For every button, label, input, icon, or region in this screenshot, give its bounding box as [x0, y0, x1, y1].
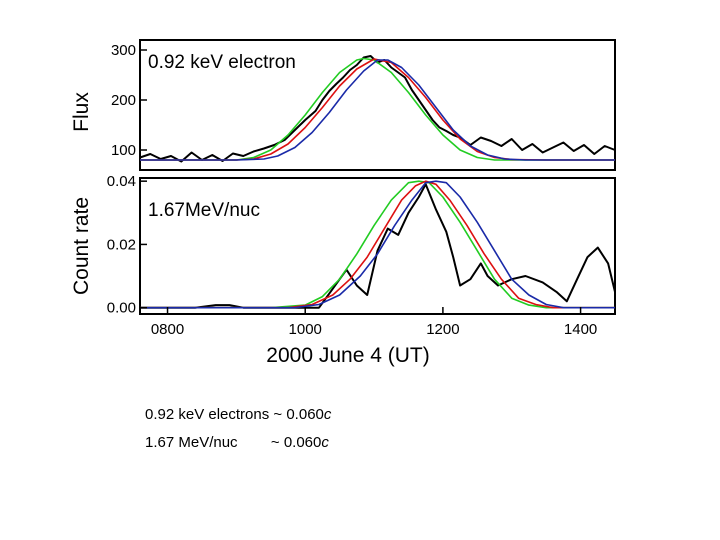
time-x-axis-title: 2000 June 4 (UT): [266, 344, 429, 367]
count-rate-panel-frame: [139, 177, 616, 315]
caption-electrons-unit: c: [323, 406, 332, 423]
y-tick-label: 100: [111, 142, 136, 159]
x-tick-label: 1400: [564, 321, 597, 338]
x-tick-label: 1200: [426, 321, 459, 338]
series-line-model-blue: [140, 59, 615, 161]
caption-electrons-text: 0.92 keV electrons ~ 0.060: [145, 406, 324, 423]
flux-panel: 100 200 300 0.92 keV electron Flux: [70, 39, 616, 171]
count-rate-y-axis-title: Count rate: [70, 197, 93, 295]
count-rate-series-group: [140, 180, 616, 309]
y-tick-label: 0.00: [107, 300, 136, 317]
y-tick-label: 200: [111, 92, 136, 109]
y-tick-label: 300: [111, 42, 136, 59]
time-x-axis: 0800 1000 1200 1400: [151, 307, 597, 338]
series-line-model-green: [140, 57, 615, 161]
flux-series-group: [139, 55, 616, 163]
caption-line-electrons: 0.92 keV electrons ~ 0.060c: [145, 406, 331, 423]
x-tick-label: 0800: [151, 321, 184, 338]
flux-y-axis: 100 200 300: [111, 42, 147, 159]
count-rate-panel: 0.00 0.02 0.04 0800 1000 1200 1400 1.67MeV/nu…: [70, 173, 616, 367]
y-tick-label: 0.04: [107, 173, 136, 190]
x-tick-label: 1000: [289, 321, 322, 338]
y-tick-label: 0.02: [107, 236, 136, 253]
count-rate-panel-label: 1.67MeV/nuc: [148, 200, 260, 221]
series-line-observed: [139, 55, 616, 163]
caption-ions-unit: c: [321, 434, 329, 451]
series-line-model-blue: [140, 180, 615, 309]
caption-line-ions: 1.67 MeV/nuc ~ 0.060c: [145, 434, 329, 451]
count-rate-y-axis: 0.00 0.02 0.04: [107, 173, 147, 317]
flux-panel-label: 0.92 keV electron: [148, 52, 296, 73]
caption-ions-text: 1.67 MeV/nuc ~ 0.060: [145, 434, 322, 451]
flux-y-axis-title: Flux: [70, 92, 93, 132]
